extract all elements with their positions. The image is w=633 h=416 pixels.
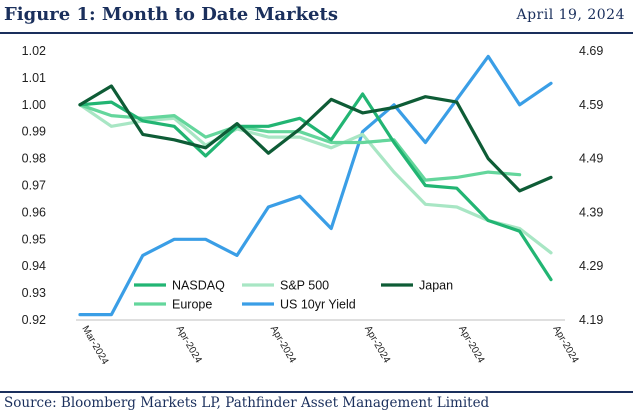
series-line-us-10yr-yield (78, 54, 553, 317)
left-tick-label: 0.99 (22, 125, 46, 139)
legend-label-japan: Japan (419, 279, 453, 293)
left-tick-label: 0.92 (22, 313, 46, 327)
right-tick-label: 4.59 (579, 98, 603, 112)
x-tick-label: Apr-2024 (268, 324, 298, 366)
left-tick-label: 1.02 (22, 44, 46, 58)
right-tick-label: 4.49 (579, 152, 603, 166)
left-tick-label: 0.95 (22, 232, 46, 246)
legend-label-us-10yr-yield: US 10yr Yield (280, 298, 356, 312)
x-tick-label: Apr-2024 (174, 324, 204, 366)
x-tick-label: Apr-2024 (550, 324, 580, 366)
series-line-europe (78, 103, 522, 182)
series-line-s-p-500 (78, 103, 553, 255)
x-tick-label: Apr-2024 (456, 324, 486, 366)
footer-rule (0, 391, 633, 393)
header-rule (0, 32, 633, 34)
right-axis: 4.69 4.59 4.49 4.39 4.29 4.19 (579, 44, 603, 327)
left-tick-label: 0.94 (22, 259, 46, 273)
left-tick-label: 1.00 (22, 98, 46, 112)
legend: NASDAQ S&P 500 Japan Europe US 10yr Yield (134, 279, 453, 312)
x-axis: Mar-2024 Apr-2024 Apr-2024 Apr-2024 Apr-2024… (79, 324, 580, 367)
left-tick-label: 0.96 (22, 205, 46, 219)
month-to-date-chart: 1.02 1.01 1.00 0.99 0.98 0.97 0.96 0.95 0.94 0.93… (22, 44, 604, 367)
left-tick-label: 0.97 (22, 179, 46, 193)
chart-date: April 19, 2024 (516, 7, 625, 23)
left-tick-label: 1.01 (22, 71, 46, 85)
legend-label-nasdaq: NASDAQ (172, 279, 225, 293)
series-line-nasdaq (78, 92, 553, 282)
source-note: Source: Bloomberg Markets LP, Pathfinder… (4, 395, 490, 411)
right-tick-label: 4.39 (579, 205, 603, 219)
series-line-japan (78, 84, 553, 193)
legend-label-europe: Europe (172, 298, 212, 312)
series-layer (78, 54, 553, 317)
right-tick-label: 4.19 (579, 313, 603, 327)
legend-label-s-p-500: S&P 500 (280, 279, 329, 293)
left-tick-label: 0.98 (22, 152, 46, 166)
right-tick-label: 4.29 (579, 259, 603, 273)
chart-header: Figure 1: Month to Date Markets April 19… (0, 0, 633, 33)
chart-title: Figure 1: Month to Date Markets (4, 4, 338, 25)
left-axis: 1.02 1.01 1.00 0.99 0.98 0.97 0.96 0.95 0.94 0.93… (22, 44, 46, 327)
x-tick-label: Mar-2024 (79, 324, 110, 367)
right-tick-label: 4.69 (579, 44, 603, 58)
left-tick-label: 0.93 (22, 286, 46, 300)
x-tick-label: Apr-2024 (362, 324, 392, 366)
